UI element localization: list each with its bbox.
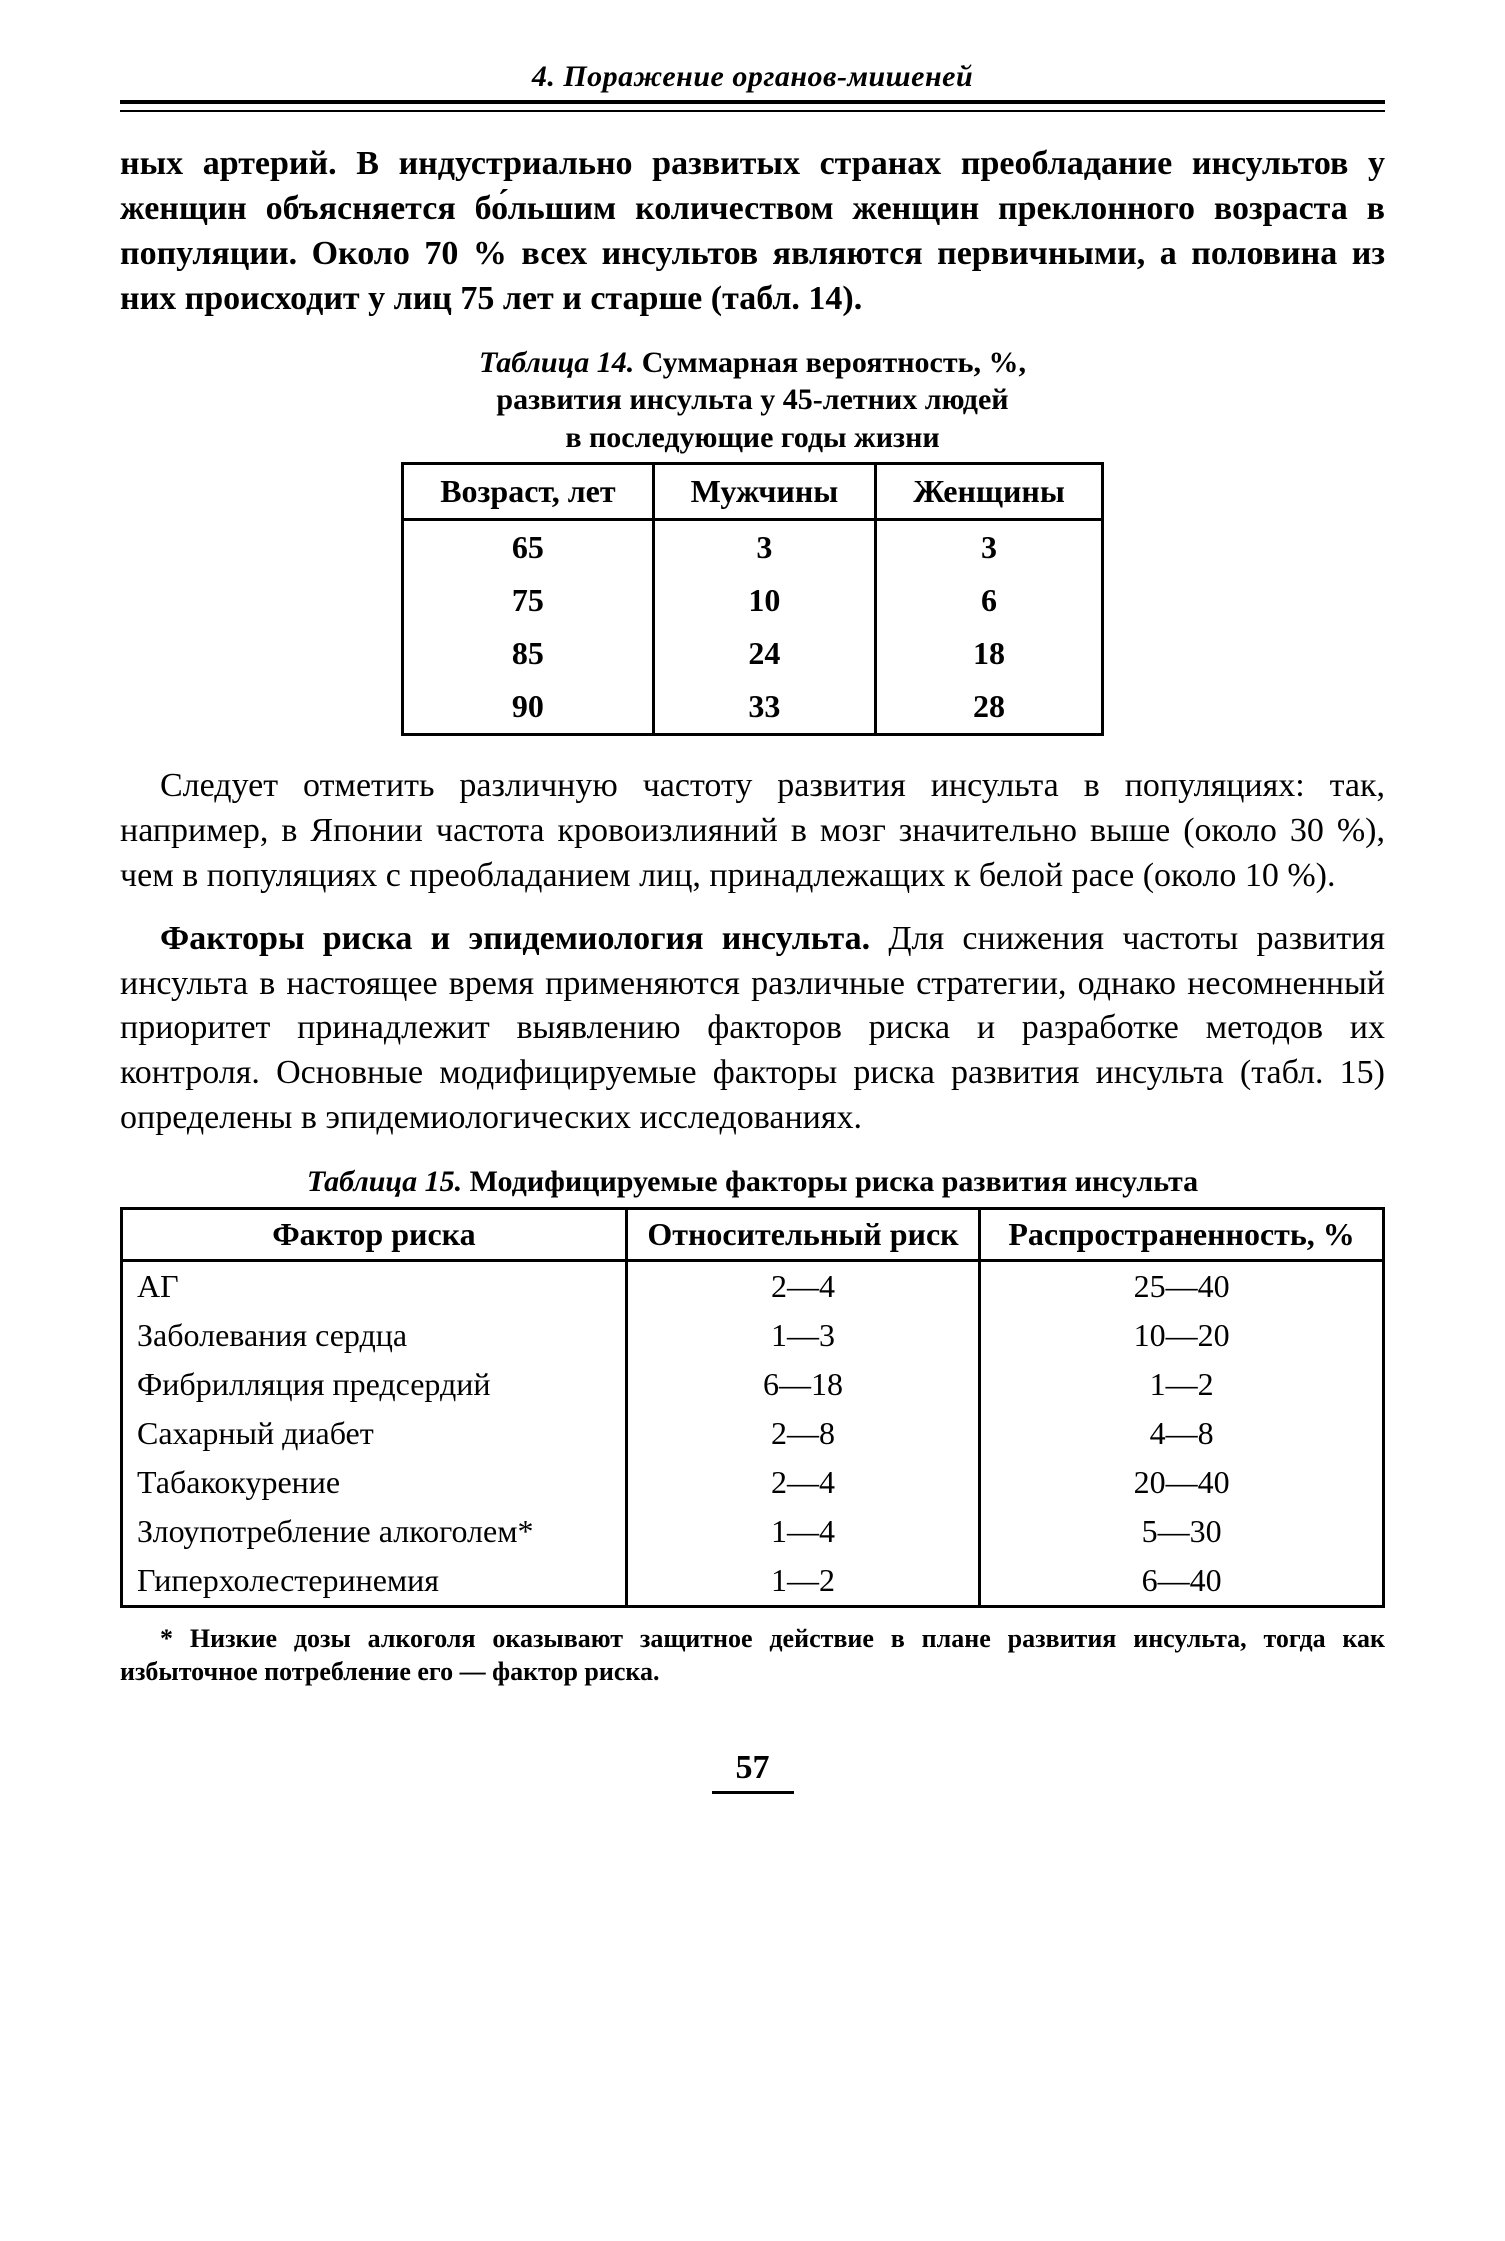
- footnote: * Низкие дозы алкоголя оказывают защитно…: [120, 1622, 1385, 1690]
- table15-col-2: Распространенность, %: [980, 1208, 1384, 1260]
- cell: 28: [876, 680, 1103, 735]
- table15-caption-prefix: Таблица 15.: [307, 1165, 470, 1198]
- table-row: Фибрилляция предсердий 6—18 1—2: [122, 1360, 1384, 1409]
- table14-col-2: Женщины: [876, 464, 1103, 520]
- cell: 2—4: [626, 1260, 979, 1311]
- table14-caption: Таблица 14. Суммарная вероятность, %, ра…: [120, 344, 1385, 457]
- table15-header-row: Фактор риска Относительный риск Распрост…: [122, 1208, 1384, 1260]
- cell: 25—40: [980, 1260, 1384, 1311]
- table15-col-1: Относительный риск: [626, 1208, 979, 1260]
- table14-caption-prefix: Таблица 14.: [479, 346, 642, 379]
- cell: 65: [403, 520, 653, 575]
- cell: Гиперхолестеринемия: [122, 1556, 627, 1607]
- cell: 18: [876, 627, 1103, 680]
- cell: 1—2: [980, 1360, 1384, 1409]
- table14-caption-line2: развития инсульта у 45-летних людей: [496, 383, 1008, 416]
- table-row: 85 24 18: [403, 627, 1103, 680]
- page: 4. Поражение органов-мишеней ных артерий…: [0, 0, 1505, 2241]
- running-head-rule: [120, 100, 1385, 112]
- cell: Злоупотребление алкоголем*: [122, 1507, 627, 1556]
- table14-col-1: Мужчины: [653, 464, 876, 520]
- table-row: Заболевания сердца 1—3 10—20: [122, 1311, 1384, 1360]
- cell: 6: [876, 574, 1103, 627]
- table14-caption-line1: Суммарная вероятность, %,: [642, 346, 1026, 379]
- cell: 6—18: [626, 1360, 979, 1409]
- cell: 33: [653, 680, 876, 735]
- paragraph-1: ных артерий. В индустриально развитых ст…: [120, 142, 1385, 322]
- cell: АГ: [122, 1260, 627, 1311]
- table15: Фактор риска Относительный риск Распрост…: [120, 1207, 1385, 1608]
- footnote-text: Низкие дозы алкоголя оказывают защитное …: [120, 1624, 1385, 1687]
- table-row: 65 3 3: [403, 520, 1103, 575]
- cell: 75: [403, 574, 653, 627]
- table-row: 75 10 6: [403, 574, 1103, 627]
- table14-caption-line3: в последующие годы жизни: [565, 421, 939, 454]
- table14: Возраст, лет Мужчины Женщины 65 3 3 75 1…: [401, 462, 1104, 736]
- running-head: 4. Поражение органов-мишеней: [120, 60, 1385, 100]
- cell: 6—40: [980, 1556, 1384, 1607]
- page-number: 57: [712, 1749, 794, 1794]
- cell: 20—40: [980, 1458, 1384, 1507]
- paragraph-2: Следует отметить различную частоту разви…: [120, 764, 1385, 899]
- cell: 1—4: [626, 1507, 979, 1556]
- cell: 4—8: [980, 1409, 1384, 1458]
- cell: 10: [653, 574, 876, 627]
- cell: 1—3: [626, 1311, 979, 1360]
- table-row: 90 33 28: [403, 680, 1103, 735]
- table-row: Сахарный диабет 2—8 4—8: [122, 1409, 1384, 1458]
- cell: 85: [403, 627, 653, 680]
- table15-col-0: Фактор риска: [122, 1208, 627, 1260]
- cell: Сахарный диабет: [122, 1409, 627, 1458]
- table14-header-row: Возраст, лет Мужчины Женщины: [403, 464, 1103, 520]
- cell: 3: [653, 520, 876, 575]
- table-row: Табакокурение 2—4 20—40: [122, 1458, 1384, 1507]
- table-row: Злоупотребление алкоголем* 1—4 5—30: [122, 1507, 1384, 1556]
- cell: Заболевания сердца: [122, 1311, 627, 1360]
- cell: 1—2: [626, 1556, 979, 1607]
- page-number-wrap: 57: [120, 1749, 1385, 1794]
- paragraph-3-lead: Факторы риска и эпидемиология инсульта.: [160, 920, 870, 957]
- table14-col-0: Возраст, лет: [403, 464, 653, 520]
- cell: Фибрилляция предсердий: [122, 1360, 627, 1409]
- footnote-marker: *: [160, 1624, 173, 1653]
- cell: 10—20: [980, 1311, 1384, 1360]
- cell: 3: [876, 520, 1103, 575]
- cell: 2—8: [626, 1409, 979, 1458]
- paragraph-3: Факторы риска и эпидемиология инсульта. …: [120, 917, 1385, 1141]
- cell: 24: [653, 627, 876, 680]
- table-row: Гиперхолестеринемия 1—2 6—40: [122, 1556, 1384, 1607]
- cell: Табакокурение: [122, 1458, 627, 1507]
- table15-caption-title: Модифицируемые факторы риска развития ин…: [470, 1165, 1198, 1198]
- cell: 5—30: [980, 1507, 1384, 1556]
- cell: 90: [403, 680, 653, 735]
- table-row: АГ 2—4 25—40: [122, 1260, 1384, 1311]
- table15-caption: Таблица 15. Модифицируемые факторы риска…: [120, 1163, 1385, 1201]
- cell: 2—4: [626, 1458, 979, 1507]
